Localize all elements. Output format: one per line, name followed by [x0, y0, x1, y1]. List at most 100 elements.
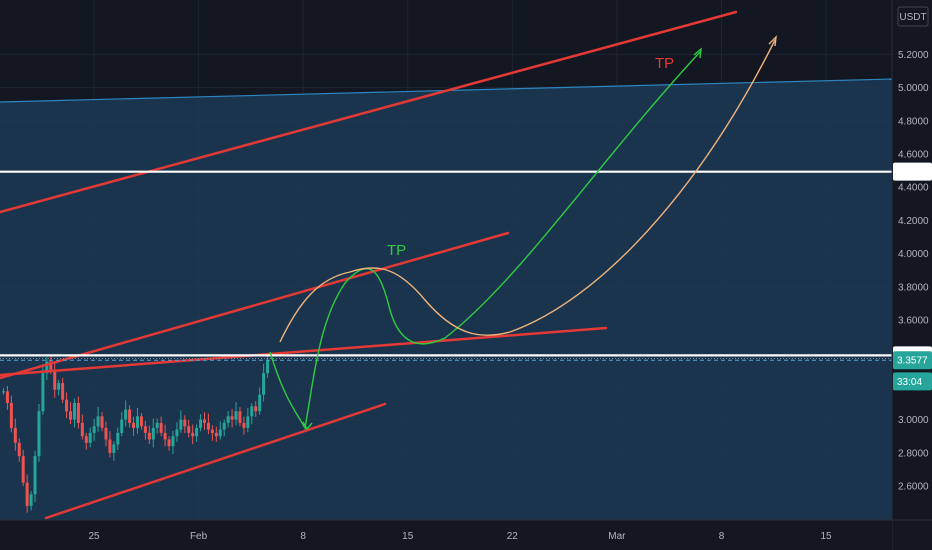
candle-body	[266, 359, 270, 374]
candle-body	[92, 426, 96, 433]
candle-body	[262, 373, 266, 395]
candle-body	[116, 432, 120, 445]
candle-body	[171, 436, 175, 447]
candle-body	[132, 422, 136, 428]
y-tick-label: 4.0000	[898, 249, 929, 260]
candle-body	[100, 416, 104, 428]
price-tag-bg	[893, 162, 932, 181]
candle-body	[147, 432, 151, 440]
y-tick-label: 4.2000	[898, 216, 929, 227]
candle-body	[214, 432, 218, 437]
candle-body	[76, 403, 80, 423]
time-axis[interactable]: 25 Feb 8 15 22 Mar 8 15	[0, 519, 932, 550]
candle-body	[199, 419, 203, 428]
candle-body	[124, 409, 128, 420]
candle-body	[159, 422, 163, 433]
candle-body	[250, 406, 254, 417]
y-tick-label: 3.0000	[898, 415, 929, 426]
y-tick-label: 2.8000	[898, 448, 929, 459]
candle-body	[218, 429, 222, 437]
price-tag-label: 4.4935	[897, 167, 928, 178]
bullish-projection-path	[269, 51, 701, 431]
y-tick-label: 4.6000	[898, 150, 929, 161]
x-tick-label: 15	[402, 531, 414, 542]
currency-badge[interactable]: USDT	[897, 6, 929, 27]
candle-body	[5, 391, 9, 403]
candle-body	[65, 399, 69, 412]
candle-body	[88, 432, 92, 443]
candle-body	[206, 422, 210, 430]
time-axis-bg	[0, 520, 892, 550]
green-arrow-down	[302, 421, 313, 431]
horizontal-levels	[0, 170, 892, 361]
candle-body	[183, 419, 187, 427]
candle-body	[143, 426, 147, 433]
channel-fill	[0, 79, 892, 520]
tp-label-lower: TP	[387, 242, 406, 259]
green-arrow-up	[693, 47, 702, 59]
candle-body	[226, 416, 230, 423]
orange-arrow-up	[768, 35, 777, 47]
candle-body	[57, 383, 61, 390]
y-tick-label: 3.8000	[898, 282, 929, 293]
candle-body	[61, 383, 65, 400]
candle-body	[108, 439, 112, 453]
candle-body	[222, 422, 226, 430]
price-axis[interactable]: 2.60002.80003.00003.20003.40003.60003.80…	[891, 0, 932, 550]
candle-body	[246, 416, 250, 428]
price-tag-label: 33:04	[897, 377, 922, 388]
candle-body	[49, 361, 53, 370]
price-tag-bg	[893, 351, 932, 370]
candle-body	[120, 419, 124, 433]
candle-body	[37, 411, 41, 457]
candle-body	[163, 432, 167, 440]
candle-body	[21, 456, 25, 483]
candle-body	[29, 494, 33, 506]
candle-body	[155, 422, 159, 428]
y-tick-label: 5.2000	[898, 50, 929, 61]
y-tick-label: 3.6000	[898, 316, 929, 327]
price-tag-countdown: 33:04	[893, 372, 932, 391]
x-tick-label: 15	[820, 531, 832, 542]
candle-body	[210, 429, 214, 433]
candle-body	[17, 442, 21, 457]
x-tick-label: 8	[300, 531, 306, 542]
price-tag-level-high: 4.4935	[893, 162, 932, 181]
x-tick-label: Mar	[608, 531, 626, 542]
candle-body	[238, 411, 242, 423]
trend-lines	[0, 10, 738, 520]
candle-body	[2, 391, 5, 393]
trend-line-neckline	[0, 326, 608, 377]
candle-body	[254, 406, 258, 412]
x-tick-label: 8	[719, 531, 725, 542]
price-tag-last-price: 3.3577	[893, 351, 932, 370]
candle-body	[80, 422, 84, 437]
y-tick-label: 4.8000	[898, 116, 929, 127]
candle-body	[53, 369, 57, 390]
candle-body	[167, 439, 171, 447]
candle-body	[25, 482, 29, 506]
candle-body	[187, 426, 191, 433]
trend-line-lower	[44, 402, 387, 520]
candle-body	[69, 411, 72, 420]
candle-body	[242, 422, 246, 428]
candle-body	[33, 456, 37, 495]
candle-body	[45, 361, 49, 374]
alternate-projection-path	[279, 39, 776, 343]
trend-line-middle	[0, 231, 510, 380]
projection-paths	[269, 35, 777, 431]
candle-body	[203, 419, 206, 423]
trend-line-upper	[0, 10, 738, 214]
currency-label: USDT	[899, 12, 926, 23]
candle-body	[9, 403, 13, 428]
candle-body	[230, 416, 234, 420]
y-tick-label: 2.6000	[898, 482, 929, 493]
candle-body	[13, 427, 17, 443]
x-tick-label: 25	[88, 531, 100, 542]
candle-body	[175, 429, 179, 437]
y-tick-label: 4.4000	[898, 183, 929, 194]
candle-body	[104, 427, 108, 440]
candle-body	[234, 411, 238, 420]
